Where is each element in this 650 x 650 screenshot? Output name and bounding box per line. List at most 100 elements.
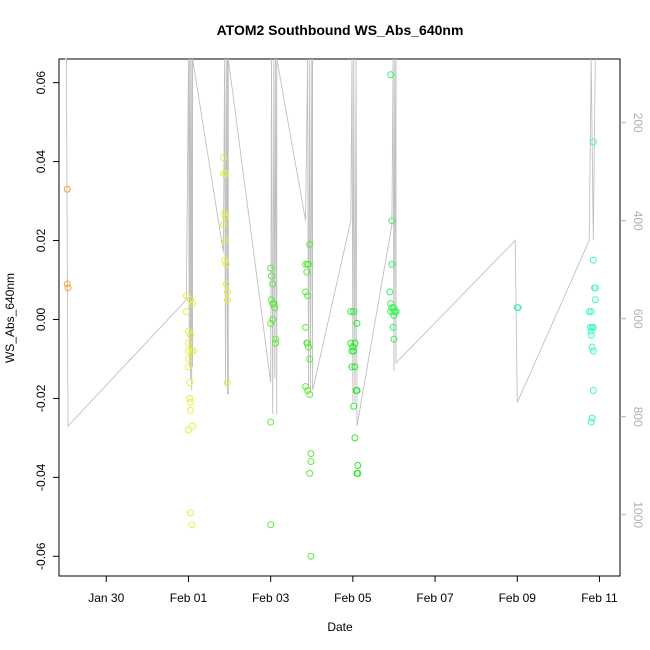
data-point [388,260,396,268]
x-axis-label: Date [327,620,353,634]
data-point [303,268,311,276]
data-point [184,363,192,371]
data-point [304,387,312,395]
data-point [63,280,71,288]
data-point [182,308,190,316]
right-tick-label: 400 [631,211,645,231]
data-point [187,509,195,517]
data-point [267,418,275,426]
data-point [64,284,72,292]
data-point [304,343,312,351]
x-tick-label: Feb 11 [581,591,618,605]
data-point [347,339,355,347]
data-point [353,469,361,477]
data-point [307,458,315,466]
y-axis-right: 200 400 600 800 1000 [620,113,645,528]
data-point [221,169,229,177]
data-point [348,363,356,371]
x-axis: Jan 30 Feb 01 Feb 03 Feb 05 Feb 07 Feb 09 Feb … [88,576,618,605]
data-point [307,552,315,560]
data-point [63,185,71,193]
data-point [271,304,279,312]
data-point [389,323,397,331]
data-point [267,521,275,529]
data-point [219,221,227,229]
data-point [306,390,314,398]
right-tick-label: 800 [631,407,645,427]
data-point [270,300,278,308]
right-tick-label: 600 [631,309,645,329]
y-tick-label: 0.06 [34,71,48,95]
x-tick-label: Feb 09 [499,591,537,605]
data-point [589,387,597,395]
data-point [269,280,277,288]
data-point [388,217,396,225]
x-tick-label: Jan 30 [88,591,124,605]
data-point [347,308,355,316]
trace-layer [65,58,596,428]
data-point [390,335,398,343]
right-tick-label: 200 [631,113,645,133]
data-point [351,363,359,371]
data-point [189,422,197,430]
data-point [587,331,595,339]
data-point [221,237,229,245]
data-point [350,402,358,410]
data-point [591,296,599,304]
data-point [350,347,358,355]
x-tick-label: Feb 07 [416,591,454,605]
data-point [392,308,400,316]
data-point [589,138,597,146]
right-tick-label: 1000 [631,501,645,528]
data-point [302,288,310,296]
data-point [219,169,227,177]
data-point [187,406,195,414]
data-point [272,339,280,347]
data-point [184,426,192,434]
data-point [186,394,194,402]
data-point [585,308,593,316]
data-point [306,355,314,363]
data-point [514,304,522,312]
x-tick-label: Feb 03 [252,591,290,605]
data-point [269,315,277,323]
data-point [267,264,275,272]
y-tick-label: -0.06 [34,542,48,570]
plot-frame [58,58,621,577]
data-point [387,71,395,79]
data-point [222,260,230,268]
data-point [589,347,597,355]
y-tick-label: 0.04 [34,150,48,174]
data-point [187,296,195,304]
y-tick-label: -0.04 [34,463,48,491]
data-point [184,347,192,355]
data-point [390,312,398,320]
data-point [302,383,310,391]
data-point [588,414,596,422]
y-axis: -0.06 -0.04 -0.02 0.00 0.02 0.04 0.06 [34,71,59,570]
data-point [187,331,195,339]
data-point [267,319,275,327]
chart-title: ATOM2 Southbound WS_Abs_640nm [217,22,464,38]
data-point [184,355,192,363]
data-point [589,323,597,331]
data-point [188,521,196,529]
data-point [184,327,192,335]
data-point [351,434,359,442]
data-point [221,213,229,221]
data-point [221,209,229,217]
data-point [587,418,595,426]
data-point [219,154,227,162]
points-layer [63,71,599,560]
data-point [302,323,310,331]
y-axis-label: WS_Abs_640nm [3,273,17,363]
data-point [304,339,312,347]
data-point [189,347,197,355]
data-point [591,284,599,292]
data-point [302,260,310,268]
data-point [182,292,190,300]
data-point [304,260,312,268]
data-point [386,288,394,296]
y-tick-label: 0.00 [34,307,48,331]
